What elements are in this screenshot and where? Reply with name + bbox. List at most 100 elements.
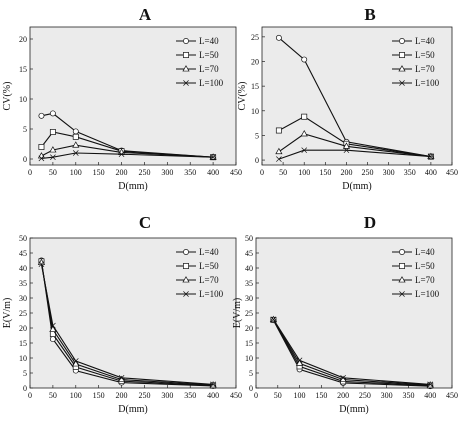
legend-marker <box>183 291 189 297</box>
x-tick-label: 450 <box>446 168 458 177</box>
x-tick-label: 50 <box>279 168 287 177</box>
data-point <box>428 153 434 160</box>
legend-label: L=50 <box>415 261 435 271</box>
panel-letter: B <box>364 5 375 24</box>
x-tick-label: 350 <box>184 391 196 400</box>
legend-marker <box>398 276 406 283</box>
x-axis-label: D(mm) <box>118 181 147 192</box>
y-tick-label: 25 <box>19 309 27 318</box>
x-tick-label: 100 <box>298 168 310 177</box>
data-point <box>38 155 45 162</box>
legend-label: L=40 <box>199 36 219 46</box>
x-tick-label: 250 <box>138 391 150 400</box>
legend-item: L=100 <box>176 289 224 299</box>
legend-marker <box>398 65 406 72</box>
series-line <box>278 116 431 158</box>
data-point <box>72 358 79 364</box>
legend-label: L=70 <box>199 64 219 74</box>
x-tick-label: 350 <box>184 168 196 177</box>
legend: L=40 L=50 L=70 L=100 <box>392 36 440 88</box>
chart-panel-d: D 0 50 100 150 200 250 300 350 400 450 0 5 10 15 20 25 30… <box>232 213 458 415</box>
y-tick-label: 25 <box>245 309 253 318</box>
data-point <box>49 325 57 332</box>
data-point <box>270 316 277 323</box>
plot-area <box>30 27 236 165</box>
y-tick-label: 10 <box>19 354 27 363</box>
legend-item: L=40 <box>176 247 219 257</box>
x-axis-label: D(mm) <box>118 404 147 415</box>
legend-item: L=70 <box>392 64 435 74</box>
data-point <box>275 127 282 134</box>
data-point <box>72 128 79 135</box>
legend-item: L=50 <box>176 261 219 271</box>
legend-item: L=50 <box>392 50 435 60</box>
legend-marker <box>183 38 189 44</box>
legend-marker <box>399 80 405 86</box>
series-line <box>278 37 431 158</box>
legend-marker <box>399 38 405 44</box>
legend-label: L=70 <box>199 275 219 285</box>
data-point <box>296 357 303 364</box>
x-tick-label: 450 <box>230 391 242 400</box>
y-tick-label: 15 <box>245 339 253 348</box>
y-tick-label: 30 <box>245 294 253 303</box>
chart-panel-b: B 0 50 100 150 200 250 300 350 400 450 0 5 10 15 20 25 D(… <box>237 5 458 192</box>
legend-item: L=70 <box>176 275 219 285</box>
data-point <box>342 142 351 149</box>
y-tick-label: 40 <box>245 264 253 273</box>
data-point <box>50 154 56 161</box>
data-point <box>49 110 56 117</box>
y-tick-label: 35 <box>245 279 253 288</box>
x-tick-label: 350 <box>404 168 416 177</box>
plot-area <box>30 238 236 388</box>
legend-marker <box>399 263 405 269</box>
plot-area <box>256 238 452 388</box>
legend-item: L=40 <box>392 247 435 257</box>
data-point <box>301 56 308 63</box>
legend-item: L=70 <box>392 275 435 285</box>
data-point <box>343 147 350 154</box>
series-line <box>278 133 431 158</box>
data-point <box>38 261 45 267</box>
panel-letter: C <box>139 213 151 232</box>
y-tick-label: 10 <box>245 354 253 363</box>
y-tick-label: 50 <box>19 234 27 243</box>
data-point <box>295 359 304 366</box>
data-point <box>72 133 79 140</box>
legend-label: L=100 <box>199 78 224 88</box>
series-line <box>278 149 431 160</box>
plot-frame <box>261 26 453 166</box>
legend-item: L=40 <box>392 36 435 46</box>
chart-panel-a: A 0 50 100 150 200 250 300 350 400 450 0 5 10 15 20 D(mm… <box>2 5 242 192</box>
y-tick-label: 5 <box>255 131 259 140</box>
series-l-100 <box>270 316 434 388</box>
y-axis-label: CV(%) <box>237 82 248 111</box>
y-tick-label: 5 <box>23 369 27 378</box>
data-point <box>275 34 282 41</box>
data-point <box>275 147 283 155</box>
y-tick-label: 45 <box>19 249 27 258</box>
x-tick-label: 50 <box>274 391 282 400</box>
x-tick-label: 150 <box>93 391 105 400</box>
y-tick-label: 15 <box>19 339 27 348</box>
legend-label: L=100 <box>415 78 440 88</box>
y-axis-label: CV(%) <box>2 82 13 111</box>
x-tick-label: 200 <box>340 168 352 177</box>
x-tick-label: 0 <box>28 168 32 177</box>
x-tick-label: 250 <box>362 168 374 177</box>
y-tick-label: 20 <box>251 58 259 67</box>
legend-label: L=50 <box>415 50 435 60</box>
legend-marker <box>399 249 405 255</box>
data-point <box>210 381 216 388</box>
x-axis-label: D(mm) <box>342 181 371 192</box>
data-point <box>38 112 45 119</box>
legend-label: L=50 <box>199 261 219 271</box>
x-axis-label: D(mm) <box>339 404 368 415</box>
legend-item: L=50 <box>176 50 219 60</box>
data-point <box>72 150 79 156</box>
y-tick-label: 15 <box>251 82 259 91</box>
x-tick-label: 300 <box>161 168 173 177</box>
x-tick-label: 300 <box>381 391 393 400</box>
x-tick-label: 400 <box>425 168 437 177</box>
